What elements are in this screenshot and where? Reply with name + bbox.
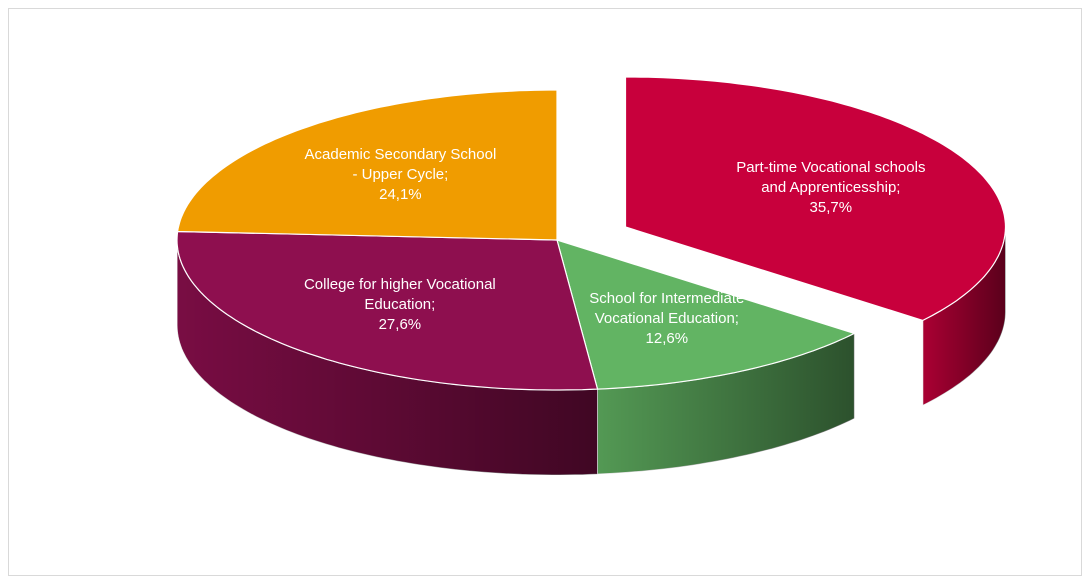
slice <box>624 76 1007 322</box>
slice-side-shade <box>597 333 855 475</box>
data-label: College for higher Vocational Education;… <box>300 275 500 335</box>
label-category: College for higher Vocational Education <box>303 276 496 314</box>
label-separator: ; <box>431 296 436 314</box>
label-value: 12,6% <box>645 329 689 347</box>
slice <box>556 239 856 390</box>
label-value: 24,1% <box>379 185 422 203</box>
label-separator: ; <box>734 309 739 327</box>
label-separator: ; <box>896 178 901 196</box>
data-label: Part-time Vocational schools and Apprent… <box>731 158 931 218</box>
label-category: Academic Secondary School - Upper Cycle <box>304 145 497 183</box>
slice <box>176 89 558 241</box>
label-value: 35,7% <box>809 198 853 216</box>
slice-side-shade <box>922 227 1006 406</box>
label-separator: ; <box>444 165 449 183</box>
label-category: School for Intermediate Vocational Educa… <box>589 289 745 327</box>
slice <box>176 230 599 391</box>
data-label: Academic Secondary School - Upper Cycle;… <box>300 145 500 205</box>
label-category: Part-time Vocational schools and Apprent… <box>736 158 926 196</box>
slice-side-shade <box>177 240 598 475</box>
label-value: 27,6% <box>378 316 422 334</box>
data-label: School for Intermediate Vocational Educa… <box>567 289 767 349</box>
